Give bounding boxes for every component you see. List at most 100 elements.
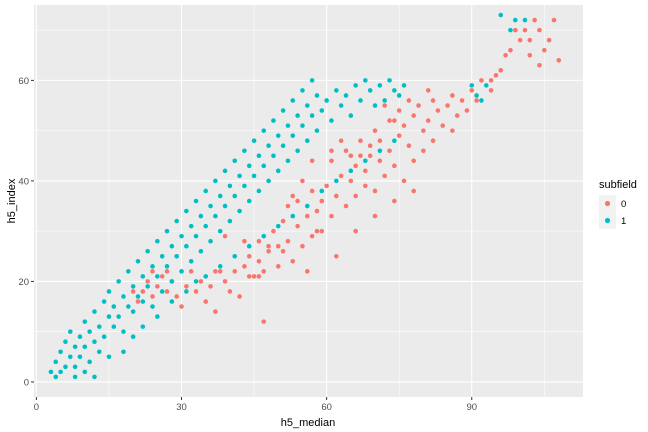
- data-point-subfield-1: [348, 168, 354, 174]
- data-point-subfield-1: [184, 289, 189, 294]
- data-point-subfield-0: [164, 289, 170, 294]
- data-point-subfield-0: [309, 158, 315, 164]
- data-point-subfield-1: [275, 168, 281, 174]
- data-point-subfield-0: [459, 98, 465, 103]
- data-point-subfield-1: [72, 344, 78, 350]
- data-point-subfield-1: [121, 329, 126, 334]
- y-tick-label: 20: [18, 277, 29, 288]
- data-point-subfield-0: [145, 279, 150, 284]
- data-point-subfield-1: [63, 339, 68, 345]
- data-point-subfield-1: [242, 148, 247, 154]
- data-point-subfield-0: [392, 163, 397, 169]
- data-point-subfield-0: [246, 253, 252, 259]
- data-point-subfield-1: [319, 188, 325, 194]
- data-point-subfield-0: [295, 223, 300, 229]
- x-tick-label: 60: [321, 402, 332, 413]
- data-point-subfield-0: [493, 73, 499, 78]
- data-point-subfield-0: [304, 213, 310, 219]
- data-point-subfield-1: [479, 98, 484, 103]
- data-point-subfield-0: [440, 123, 446, 128]
- data-point-subfield-0: [256, 259, 262, 264]
- x-tick-label: 30: [176, 402, 187, 413]
- data-point-subfield-0: [174, 294, 179, 299]
- data-point-subfield-1: [106, 314, 112, 319]
- data-point-subfield-0: [285, 203, 291, 209]
- data-point-subfield-0: [382, 173, 387, 179]
- data-point-subfield-1: [179, 233, 184, 239]
- data-point-subfield-1: [92, 374, 97, 380]
- data-point-subfield-1: [261, 128, 267, 133]
- data-point-subfield-1: [392, 138, 397, 143]
- legend: subfield 0 1: [599, 179, 637, 229]
- data-point-subfield-0: [246, 274, 252, 279]
- data-point-subfield-0: [474, 98, 479, 103]
- data-point-subfield-1: [217, 193, 223, 199]
- data-point-subfield-1: [256, 153, 262, 159]
- data-point-subfield-1: [174, 218, 179, 224]
- data-point-subfield-1: [82, 319, 88, 324]
- data-point-subfield-1: [198, 213, 204, 219]
- data-point-subfield-1: [203, 274, 209, 279]
- data-point-subfield-0: [537, 63, 542, 68]
- data-point-subfield-1: [246, 198, 252, 204]
- data-point-subfield-0: [329, 213, 334, 219]
- data-point-subfield-0: [488, 88, 494, 93]
- data-point-subfield-0: [334, 193, 339, 199]
- data-point-subfield-1: [251, 173, 257, 179]
- data-point-subfield-1: [121, 294, 126, 299]
- data-point-subfield-1: [334, 88, 339, 93]
- data-point-subfield-0: [464, 108, 470, 113]
- data-point-subfield-1: [246, 243, 252, 249]
- data-point-subfield-1: [203, 188, 209, 194]
- data-point-subfield-1: [295, 148, 300, 154]
- data-point-subfield-1: [319, 108, 325, 113]
- data-point-subfield-0: [348, 153, 354, 159]
- data-point-subfield-1: [290, 213, 296, 219]
- data-point-subfield-0: [261, 269, 267, 274]
- data-point-subfield-0: [396, 133, 402, 138]
- data-point-subfield-0: [285, 238, 291, 244]
- data-point-subfield-0: [188, 269, 194, 274]
- data-point-subfield-1: [334, 178, 339, 184]
- data-point-subfield-1: [227, 183, 233, 189]
- data-point-subfield-0: [242, 264, 247, 269]
- data-point-subfield-1: [58, 349, 63, 355]
- data-point-subfield-1: [232, 253, 238, 259]
- data-point-subfield-1: [67, 354, 73, 360]
- data-point-subfield-0: [256, 238, 262, 244]
- data-point-subfield-1: [87, 359, 92, 365]
- data-point-subfield-0: [343, 203, 349, 209]
- data-point-subfield-1: [314, 93, 320, 98]
- data-point-subfield-1: [106, 289, 112, 294]
- data-point-subfield-1: [155, 314, 160, 319]
- data-point-subfield-1: [77, 334, 83, 339]
- data-point-subfield-1: [324, 98, 329, 103]
- data-point-subfield-0: [411, 158, 417, 164]
- data-point-subfield-1: [275, 133, 281, 138]
- data-point-subfield-1: [363, 78, 368, 83]
- y-tick-label: 40: [18, 176, 29, 187]
- data-point-subfield-0: [551, 17, 557, 23]
- data-point-subfield-1: [232, 193, 238, 199]
- data-point-subfield-1: [314, 128, 320, 133]
- data-point-subfield-1: [304, 103, 310, 108]
- data-point-subfield-0: [406, 143, 412, 149]
- data-point-subfield-1: [92, 339, 97, 345]
- data-point-subfield-0: [324, 183, 329, 189]
- data-point-subfield-1: [116, 314, 121, 319]
- data-point-subfield-1: [280, 143, 286, 149]
- data-point-subfield-0: [261, 319, 267, 324]
- data-point-subfield-0: [512, 27, 518, 33]
- data-point-subfield-0: [532, 17, 537, 23]
- data-point-subfield-0: [309, 233, 315, 239]
- data-point-subfield-0: [353, 193, 358, 199]
- data-point-subfield-0: [237, 294, 242, 299]
- y-axis-title: h5_index: [6, 178, 18, 223]
- data-point-subfield-1: [401, 83, 407, 88]
- data-point-subfield-1: [184, 243, 189, 249]
- data-point-subfield-1: [522, 17, 528, 23]
- data-point-subfield-1: [82, 344, 88, 350]
- data-point-subfield-1: [227, 218, 233, 224]
- data-point-subfield-1: [338, 103, 344, 108]
- data-point-subfield-0: [140, 289, 146, 294]
